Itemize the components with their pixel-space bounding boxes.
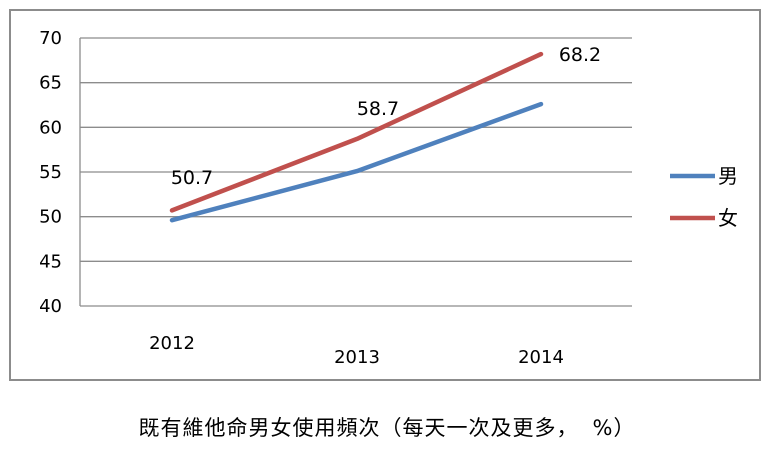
data-labels: 50.7 58.7 68.2 xyxy=(171,44,601,189)
x-tick-label: 2014 xyxy=(518,347,564,368)
legend-label: 女 xyxy=(718,206,738,230)
grid-lines xyxy=(80,37,632,307)
legend-label: 男 xyxy=(718,164,738,188)
y-tick-label: 70 xyxy=(39,28,62,49)
y-tick-label: 55 xyxy=(39,162,62,183)
chart-caption: 既有維他命男女使用頻次（每天一次及更多，%） xyxy=(0,412,774,442)
caption-unit: % xyxy=(592,416,614,440)
data-label: 58.7 xyxy=(357,98,399,120)
caption-close: ） xyxy=(613,416,636,440)
x-tick-label: 2012 xyxy=(149,333,195,354)
y-tick-label: 40 xyxy=(39,296,62,317)
x-axis: 2012 2013 2014 xyxy=(149,333,564,368)
y-tick-label: 50 xyxy=(39,207,62,228)
chart-frame xyxy=(9,9,761,381)
y-tick-label: 60 xyxy=(39,117,62,138)
series-line xyxy=(169,101,544,223)
caption-text: 既有維他命男女使用頻次（每天一次及更多， xyxy=(138,416,579,440)
x-tick-label: 2013 xyxy=(334,347,380,368)
series-line xyxy=(169,51,544,213)
data-label: 68.2 xyxy=(559,44,601,66)
y-axis: 40 45 50 55 60 65 70 xyxy=(39,28,81,317)
legend: 男女 xyxy=(670,164,738,230)
series-lines xyxy=(169,51,544,223)
data-label: 50.7 xyxy=(171,167,213,189)
y-tick-label: 65 xyxy=(39,73,62,94)
y-tick-label: 45 xyxy=(39,251,62,272)
